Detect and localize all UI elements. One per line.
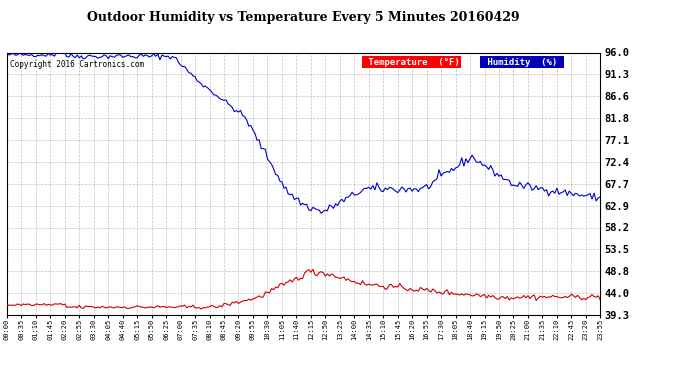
- Text: Outdoor Humidity vs Temperature Every 5 Minutes 20160429: Outdoor Humidity vs Temperature Every 5 …: [88, 11, 520, 24]
- Text: Humidity  (%): Humidity (%): [482, 58, 562, 67]
- Text: Copyright 2016 Cartronics.com: Copyright 2016 Cartronics.com: [10, 60, 144, 69]
- Text: Temperature  (°F): Temperature (°F): [363, 58, 460, 67]
